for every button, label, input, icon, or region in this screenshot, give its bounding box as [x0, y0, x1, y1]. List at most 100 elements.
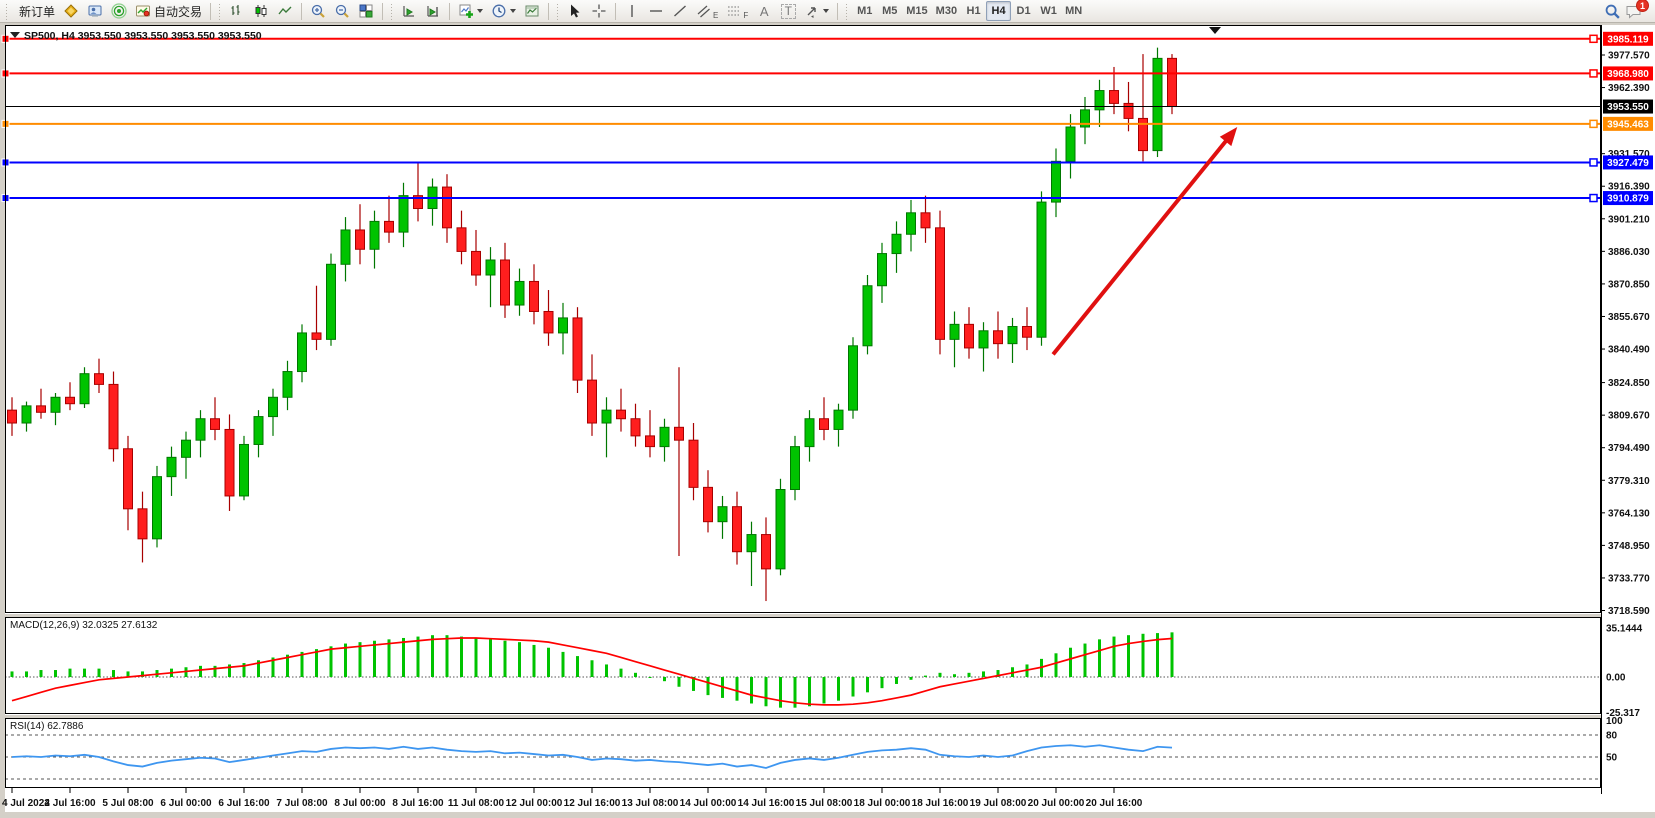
- candles-layer: [7, 47, 1177, 602]
- tf-button-m30[interactable]: M30: [932, 1, 961, 21]
- candle-body: [935, 227, 945, 340]
- vertical-line-button[interactable]: [621, 1, 643, 21]
- candle-body: [1123, 102, 1134, 119]
- candle-body: [1051, 160, 1061, 203]
- add-indicator-button[interactable]: [455, 1, 486, 21]
- macd-bar: [474, 637, 478, 677]
- candle-body: [195, 418, 206, 441]
- price-tick-label: 3886.030: [1608, 247, 1650, 258]
- line-handle[interactable]: [1589, 69, 1598, 78]
- line-handle[interactable]: [1589, 34, 1598, 44]
- macd-bar: [83, 668, 86, 677]
- arrows-button[interactable]: [801, 1, 832, 21]
- macd-bar: [431, 635, 434, 677]
- crosshair-button[interactable]: [588, 1, 610, 21]
- macd-bar: [706, 677, 710, 696]
- line-handle[interactable]: [1589, 119, 1598, 129]
- tile-windows-button[interactable]: [355, 1, 377, 21]
- macd-bar: [460, 636, 463, 677]
- price-tick-label: 3733.770: [1608, 573, 1650, 584]
- line-handle[interactable]: [1589, 158, 1598, 167]
- price-axis[interactable]: 3977.570 3962.390 3931.570 3916.390 3901.210…: [1601, 31, 1653, 617]
- add-indicator-icon: [459, 4, 474, 18]
- line-handle[interactable]: [1589, 193, 1598, 203]
- candle-chart-button[interactable]: [250, 1, 272, 21]
- text-button[interactable]: A: [753, 1, 775, 21]
- trendline-icon: [674, 5, 687, 17]
- crosshair-icon: [592, 4, 606, 18]
- macd-bar: [866, 677, 869, 693]
- signals-button[interactable]: [108, 1, 130, 21]
- tf-button-m15[interactable]: M15: [902, 1, 931, 21]
- candle-body: [746, 534, 757, 553]
- depth-of-market-button[interactable]: [84, 1, 106, 21]
- toolbar-grip: [218, 2, 223, 20]
- macd-bar: [735, 677, 739, 701]
- chart-shift-button[interactable]: [422, 1, 444, 21]
- autotrading-button[interactable]: 自动交易: [132, 1, 205, 21]
- candle-body: [964, 323, 974, 349]
- macd-bar: [300, 651, 304, 677]
- macd-bar: [213, 665, 217, 677]
- candle-body: [572, 317, 583, 381]
- macd-bar: [518, 642, 521, 677]
- trend-arrow-head[interactable]: [1219, 127, 1238, 147]
- new-order-button[interactable]: 新订单: [13, 1, 58, 21]
- candle-body: [94, 373, 104, 385]
- auto-scroll-button[interactable]: [398, 1, 420, 21]
- candle-body: [239, 443, 249, 497]
- tf-button-d1[interactable]: D1: [1011, 1, 1036, 21]
- price-tick-label: 3718.590: [1608, 606, 1650, 617]
- tf-button-m5[interactable]: M5: [877, 1, 902, 21]
- tf-button-m1[interactable]: M1: [852, 1, 877, 21]
- cursor-button[interactable]: [564, 1, 586, 21]
- candle-body: [65, 396, 75, 405]
- fibonacci-button[interactable]: F: [723, 1, 751, 21]
- candle-body: [688, 439, 699, 488]
- candle-body: [210, 418, 220, 430]
- periods-button[interactable]: [488, 1, 519, 21]
- toolbar-separator: [837, 2, 839, 20]
- macd-scale-label: 35.1444: [1606, 624, 1643, 635]
- chart-shift-marker[interactable]: [1209, 27, 1221, 34]
- macd-bar: [924, 675, 927, 677]
- time-tick-label: 6 Jul 00:00: [160, 798, 212, 809]
- candle-body: [152, 476, 162, 540]
- trend-arrow-object[interactable]: [1051, 131, 1234, 356]
- tile-windows-icon: [359, 4, 373, 18]
- tf-button-w1[interactable]: W1: [1036, 1, 1061, 21]
- candle-body: [862, 285, 873, 347]
- trendline-button[interactable]: [669, 1, 691, 21]
- zoom-out-button[interactable]: [331, 1, 353, 21]
- bars-chart-button[interactable]: [226, 1, 248, 21]
- price-badge: [1603, 99, 1653, 114]
- cursor-icon: [571, 4, 580, 18]
- channel-button[interactable]: E: [693, 1, 721, 21]
- candle-body: [369, 220, 380, 250]
- macd-bar: [387, 639, 391, 677]
- notifications-button[interactable]: 1: [1625, 0, 1649, 20]
- templates-button[interactable]: [521, 1, 543, 21]
- macd-bar: [808, 677, 811, 707]
- toolbar-separator: [615, 2, 617, 20]
- tf-button-h1[interactable]: H1: [961, 1, 986, 21]
- text-label-button[interactable]: T: [777, 1, 799, 21]
- candle-body: [413, 195, 423, 210]
- line-chart-button[interactable]: [274, 1, 296, 21]
- macd-bar: [605, 664, 608, 677]
- price-chart[interactable]: SP500, H4 3953.550 3953.550 3953.550 395…: [0, 23, 1655, 818]
- tf-button-mn[interactable]: MN: [1061, 1, 1086, 21]
- quick-trade-toggle-icon[interactable]: [10, 32, 20, 38]
- macd-bar: [750, 677, 753, 704]
- search-button[interactable]: [1601, 1, 1624, 21]
- macd-label: MACD(12,26,9) 32.0325 27.6132: [10, 620, 158, 631]
- market-watch-button[interactable]: [60, 1, 82, 21]
- zoom-in-button[interactable]: [307, 1, 329, 21]
- candle-chart-icon: [255, 5, 267, 17]
- horizontal-line-button[interactable]: [645, 1, 667, 21]
- price-tick-label: 3870.850: [1608, 279, 1650, 290]
- fibo-tool-glyph: F: [743, 11, 749, 20]
- macd-bar: [880, 677, 884, 689]
- tf-button-h4[interactable]: H4: [986, 1, 1012, 21]
